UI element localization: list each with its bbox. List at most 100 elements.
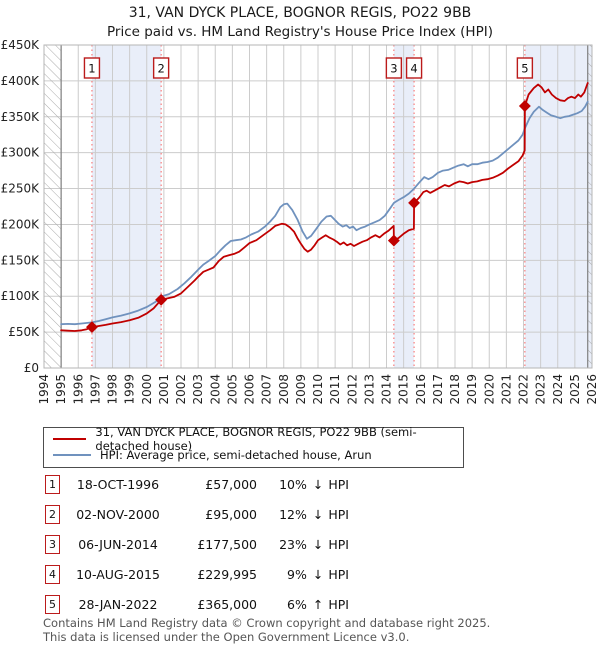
y-tick-label: £200K bbox=[1, 217, 41, 231]
transaction-marker bbox=[86, 321, 98, 334]
footer-line1: Contains HM Land Registry data © Crown c… bbox=[43, 616, 491, 630]
marker-label-box bbox=[83, 57, 101, 79]
marker-label-box bbox=[152, 57, 170, 79]
transaction-date: 18-OCT-1996 bbox=[76, 476, 160, 492]
x-tick-label: 2020 bbox=[482, 374, 496, 405]
x-tick-label: 2003 bbox=[191, 374, 205, 405]
legend-row-price: 31, VAN DYCK PLACE, BOGNOR REGIS, PO22 9… bbox=[44, 425, 463, 453]
transaction-price: £365,000 bbox=[197, 596, 257, 612]
x-tick-label: 2008 bbox=[277, 374, 291, 405]
x-tick-label: 1999 bbox=[123, 374, 137, 405]
down-arrow-icon: ↓ bbox=[312, 536, 324, 552]
hpi-delta-percent: 23% bbox=[279, 536, 307, 552]
transaction-date: 28-JAN-2022 bbox=[78, 596, 158, 612]
x-tick-label: 2011 bbox=[328, 374, 342, 405]
up-arrow-icon: ↑ bbox=[312, 596, 324, 612]
hpi-delta-percent: 10% bbox=[279, 476, 307, 492]
transaction-hpi-delta: 10% ↓ HPI bbox=[257, 477, 349, 492]
transaction-number-badge: 5 bbox=[45, 594, 60, 614]
table-row: 4 10-AUG-2015 £229,995 9% ↓ HPI bbox=[45, 559, 349, 589]
marker-label-text: 5 bbox=[521, 62, 528, 76]
hpi-delta-ref: HPI bbox=[328, 566, 349, 582]
transaction-number-badge: 3 bbox=[45, 534, 60, 554]
hpi-line-swatch bbox=[53, 454, 91, 456]
price-history-chart: 1 2 3 4 5 £0 £50K £100K £150K £200K £250K £300K £350… bbox=[1, 38, 599, 405]
transaction-table: 1 18-OCT-1996 £57,000 10% ↓ HPI 2 02-NOV… bbox=[45, 469, 349, 619]
table-row: 1 18-OCT-1996 £57,000 10% ↓ HPI bbox=[45, 469, 349, 499]
hpi-delta-ref: HPI bbox=[328, 536, 349, 552]
marker-label-box bbox=[385, 57, 403, 79]
y-tick-label: £250K bbox=[1, 182, 41, 196]
y-tick-label: £150K bbox=[1, 253, 41, 267]
x-tick-label: 2026 bbox=[585, 374, 599, 405]
no-data-hatch-left bbox=[44, 45, 62, 368]
x-tick-label: 2010 bbox=[311, 374, 325, 405]
transaction-date: 02-NOV-2000 bbox=[76, 506, 160, 522]
hpi-delta-ref: HPI bbox=[328, 506, 349, 522]
transaction-price: £229,995 bbox=[197, 566, 257, 582]
x-tick-label: 2009 bbox=[294, 374, 308, 405]
price-line-swatch bbox=[53, 438, 87, 440]
down-arrow-icon: ↓ bbox=[312, 506, 324, 522]
page-title: 31, VAN DYCK PLACE, BOGNOR REGIS, PO22 9… bbox=[128, 5, 472, 21]
y-tick-label: £450K bbox=[1, 38, 41, 52]
table-row: 3 06-JUN-2014 £177,500 23% ↓ HPI bbox=[45, 529, 349, 559]
marker-label-box bbox=[516, 57, 534, 79]
transaction-number-badge: 4 bbox=[45, 564, 60, 584]
transaction-price: £57,000 bbox=[205, 476, 257, 492]
marker-label-text: 2 bbox=[157, 62, 164, 76]
x-tick-label: 2018 bbox=[448, 374, 462, 405]
no-data-hatch-right bbox=[587, 45, 592, 368]
legend-row-hpi: HPI: Average price, semi-detached house,… bbox=[44, 447, 463, 463]
transaction-hpi-delta: 23% ↓ HPI bbox=[257, 537, 349, 552]
x-tick-label: 2025 bbox=[568, 374, 582, 405]
x-tick-label: 2006 bbox=[243, 374, 257, 405]
marker-label-text: 3 bbox=[390, 62, 397, 76]
x-tick-label: 2016 bbox=[414, 374, 428, 405]
legend-label-hpi: HPI: Average price, semi-detached house,… bbox=[100, 448, 372, 462]
x-tick-label: 2021 bbox=[499, 374, 513, 405]
x-tick-label: 2023 bbox=[534, 374, 548, 405]
hpi-delta-percent: 12% bbox=[279, 506, 307, 522]
marker-label-box bbox=[405, 57, 423, 79]
y-tick-label: £300K bbox=[1, 146, 41, 160]
legend-box: 31, VAN DYCK PLACE, BOGNOR REGIS, PO22 9… bbox=[43, 425, 464, 468]
x-tick-label: 2005 bbox=[225, 374, 239, 405]
x-tick-label: 2019 bbox=[465, 374, 479, 405]
y-tick-label: £350K bbox=[1, 110, 41, 124]
transaction-price: £177,500 bbox=[197, 536, 257, 552]
x-tick-label: 1998 bbox=[106, 374, 120, 405]
x-tick-label: 2004 bbox=[208, 374, 222, 405]
table-row: 5 28-JAN-2022 £365,000 6% ↑ HPI bbox=[45, 589, 349, 619]
transaction-date: 10-AUG-2015 bbox=[76, 566, 160, 582]
y-tick-label: £400K bbox=[1, 74, 41, 88]
x-tick-label: 2000 bbox=[140, 374, 154, 405]
x-tick-label: 2024 bbox=[551, 374, 565, 405]
down-arrow-icon: ↓ bbox=[312, 566, 324, 582]
x-tick-label: 2002 bbox=[174, 374, 188, 405]
x-tick-label: 2013 bbox=[362, 374, 376, 405]
x-tick-label: 1996 bbox=[71, 374, 85, 405]
x-tick-label: 2017 bbox=[431, 374, 445, 405]
hpi-delta-percent: 9% bbox=[287, 566, 307, 582]
legend-label-price: 31, VAN DYCK PLACE, BOGNOR REGIS, PO22 9… bbox=[95, 425, 417, 453]
x-tick-label: 1995 bbox=[54, 374, 68, 405]
marker-label-text: 4 bbox=[410, 62, 417, 76]
transaction-price: £95,000 bbox=[205, 506, 257, 522]
hpi-series-line bbox=[60, 100, 589, 326]
price-series-line bbox=[60, 82, 589, 332]
hpi-delta-ref: HPI bbox=[328, 476, 349, 492]
y-tick-label: £50K bbox=[8, 325, 40, 339]
marker-label-text: 1 bbox=[88, 62, 95, 76]
transaction-hpi-delta: 6% ↑ HPI bbox=[257, 597, 349, 612]
license-footer: Contains HM Land Registry data © Crown c… bbox=[43, 616, 491, 645]
transaction-hpi-delta: 12% ↓ HPI bbox=[257, 507, 349, 522]
down-arrow-icon: ↓ bbox=[312, 476, 324, 492]
transaction-hpi-delta: 9% ↓ HPI bbox=[257, 567, 349, 582]
table-row: 2 02-NOV-2000 £95,000 12% ↓ HPI bbox=[45, 499, 349, 529]
ownership-shading bbox=[524, 45, 592, 368]
x-tick-label: 1994 bbox=[37, 374, 51, 405]
x-tick-label: 1997 bbox=[88, 374, 102, 405]
x-tick-label: 2014 bbox=[380, 374, 394, 405]
